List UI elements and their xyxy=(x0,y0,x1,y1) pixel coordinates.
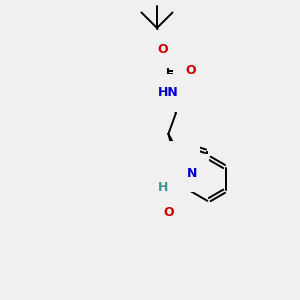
Text: N: N xyxy=(187,167,197,180)
Text: HN: HN xyxy=(158,86,179,99)
Text: O: O xyxy=(158,43,168,56)
Text: H: H xyxy=(158,182,169,194)
Text: O: O xyxy=(163,206,174,219)
Text: N: N xyxy=(177,154,187,166)
Text: O: O xyxy=(185,64,196,77)
